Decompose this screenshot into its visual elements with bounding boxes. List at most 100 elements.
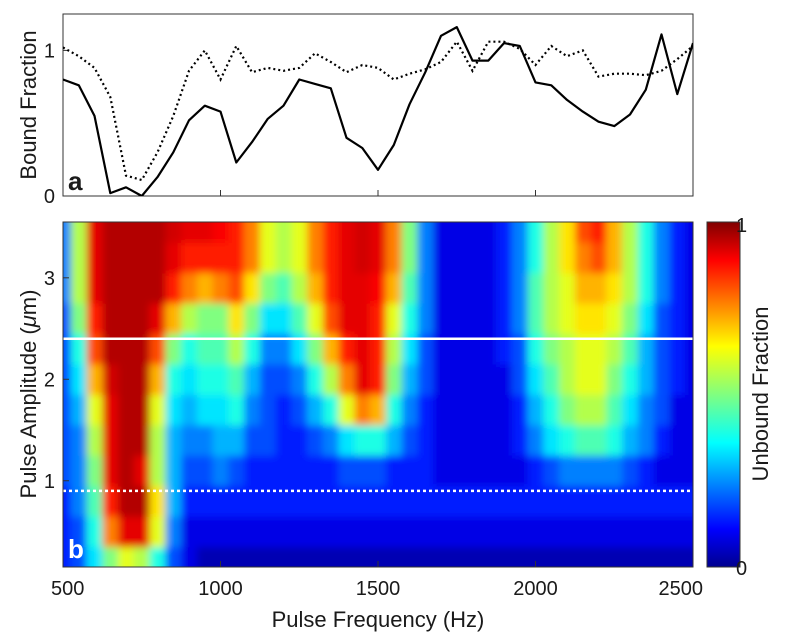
heatmap-cell [480, 364, 497, 395]
heatmap-cell [433, 516, 450, 548]
heatmap-cell [307, 455, 324, 487]
heatmap-cell [543, 333, 560, 365]
heatmap-cell [259, 394, 277, 426]
heatmap-cell [149, 333, 166, 365]
heatmap-cell [228, 272, 245, 304]
heatmap-cell [511, 242, 529, 274]
heatmap-cell [102, 546, 119, 567]
heatmap-cell [385, 424, 403, 456]
heatmap-cell [417, 272, 434, 304]
heatmap-cell [527, 242, 544, 274]
heatmap-cell [118, 485, 135, 517]
heatmap-cell [606, 303, 623, 335]
heatmap-cell [291, 242, 308, 274]
heatmap-cell [622, 546, 639, 567]
heatmap-cell [543, 485, 560, 517]
heatmap-cell [196, 455, 214, 487]
heatmap-cell [196, 546, 214, 567]
panel-a-y-tick-label: 1 [44, 40, 55, 62]
heatmap-cell [149, 455, 166, 487]
heatmap-cell [118, 272, 135, 304]
heatmap-cell [244, 222, 261, 243]
heatmap-cell [181, 394, 198, 426]
heatmap-cell [63, 546, 72, 567]
heatmap-cell [448, 222, 466, 243]
heatmap-cell [259, 303, 277, 335]
heatmap-cell [385, 546, 403, 567]
heatmap-cell [622, 455, 639, 487]
heatmap-cell [385, 222, 403, 243]
heatmap-cell [196, 303, 214, 335]
heatmap-cell [338, 546, 355, 567]
heatmap-cell [165, 242, 182, 274]
heatmap-cell [275, 242, 292, 274]
heatmap-cell [354, 546, 371, 567]
heatmap-cell [370, 394, 387, 426]
colorbar-tick-min: 0 [736, 558, 747, 580]
heatmap-cell [417, 222, 434, 243]
heatmap-cell [480, 303, 497, 335]
heatmap-cell [637, 424, 655, 456]
heatmap-cell [685, 516, 693, 548]
heatmap-cell [669, 546, 686, 567]
heatmap-cell [133, 242, 151, 274]
heatmap-cell [322, 242, 340, 274]
heatmap-cell [653, 394, 670, 426]
heatmap-cell [685, 333, 693, 365]
heatmap-cell [338, 303, 355, 335]
heatmap-cell [259, 364, 277, 395]
heatmap-cell [622, 516, 639, 548]
heatmap-cell [212, 333, 229, 365]
heatmap-cell [590, 394, 607, 426]
heatmap-cell [181, 455, 198, 487]
heatmap-cell [228, 333, 245, 365]
heatmap-cell [354, 303, 371, 335]
heatmap-cell [259, 424, 277, 456]
heatmap-cell [118, 546, 135, 567]
heatmap-cell [244, 516, 261, 548]
heatmap-cell [149, 394, 166, 426]
heatmap-cell [291, 485, 308, 517]
heatmap-cell [102, 303, 119, 335]
heatmap-cell [496, 222, 513, 243]
heatmap-cell [637, 394, 655, 426]
heatmap-cell [212, 455, 229, 487]
heatmap-cell [480, 333, 497, 365]
heatmap-cell [417, 546, 434, 567]
heatmap-cell [401, 455, 418, 487]
heatmap-cell [70, 364, 88, 395]
heatmap-cell [464, 222, 481, 243]
heatmap-cell [685, 303, 693, 335]
heatmap-cell [370, 242, 387, 274]
heatmap-cell [417, 516, 434, 548]
heatmap-cell [653, 546, 670, 567]
heatmap-cell [354, 272, 371, 304]
heatmap-cell [433, 333, 450, 365]
heatmap-cell [196, 242, 214, 274]
heatmap-cell [606, 333, 623, 365]
heatmap-cell [433, 455, 450, 487]
heatmap-cell [259, 516, 277, 548]
heatmap-cell [165, 455, 182, 487]
heatmap-cell [102, 424, 119, 456]
heatmap-cell [181, 424, 198, 456]
heatmap-cell [165, 394, 182, 426]
heatmap-cell [637, 242, 655, 274]
heatmap-cell [669, 485, 686, 517]
heatmap-cell [228, 455, 245, 487]
heatmap-cell [511, 222, 529, 243]
heatmap-cell [149, 516, 166, 548]
heatmap-cell [590, 424, 607, 456]
panel-b-x-tick-label: 1000 [198, 578, 243, 600]
heatmap-cell [622, 333, 639, 365]
heatmap-cell [622, 424, 639, 456]
heatmap-cell [606, 222, 623, 243]
heatmap-cell [574, 364, 592, 395]
heatmap-cell [511, 516, 529, 548]
x-axis-label: Pulse Frequency (Hz) [272, 607, 485, 632]
heatmap-cell [511, 303, 529, 335]
heatmap-cell [480, 455, 497, 487]
heatmap-cell [496, 272, 513, 304]
heatmap-cell [496, 546, 513, 567]
heatmap-cell [653, 424, 670, 456]
